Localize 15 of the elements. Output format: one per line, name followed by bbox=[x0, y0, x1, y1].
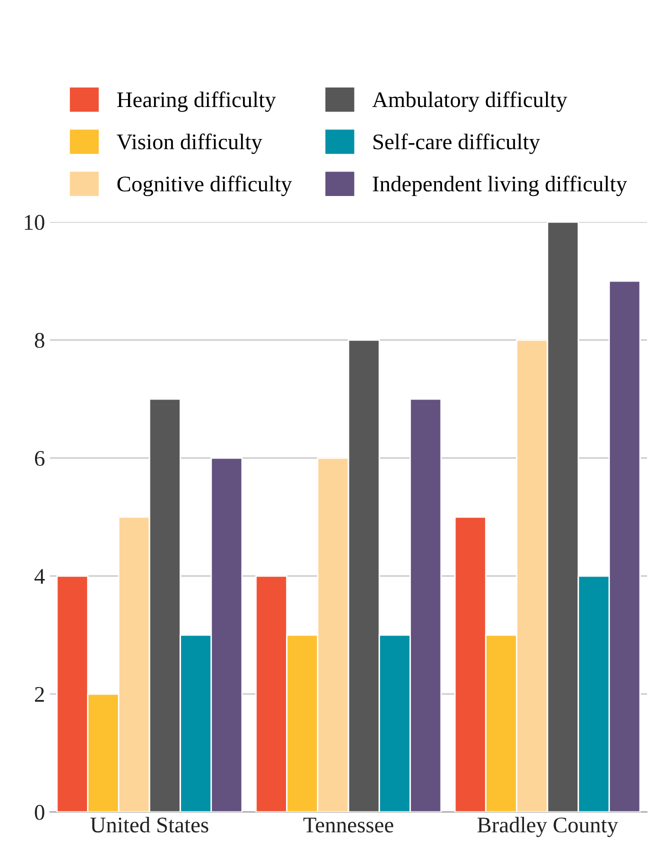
y-tick-label: 10 bbox=[24, 214, 44, 230]
x-tick-label: United States bbox=[90, 816, 208, 832]
x-tick-label: Tennessee bbox=[303, 818, 394, 832]
y-tick-label: 0 bbox=[34, 804, 44, 820]
y-tick-label: 8 bbox=[34, 332, 44, 348]
legend-label: Ambulatory difficulty bbox=[372, 91, 568, 112]
y-tick-label: 2 bbox=[35, 686, 44, 702]
legend-label: Self-care difficulty bbox=[374, 134, 540, 154]
legend-label: Cognitive difficulty bbox=[117, 176, 292, 196]
x-tick-label: Bradley County bbox=[477, 816, 618, 838]
y-tick-label: 6 bbox=[34, 450, 44, 466]
legend-label: Vision difficulty bbox=[116, 134, 262, 154]
y-tick-label: 4 bbox=[34, 569, 45, 584]
legend-label: Hearing difficulty bbox=[117, 91, 276, 112]
legend-label: Independent living difficulty bbox=[372, 176, 628, 196]
